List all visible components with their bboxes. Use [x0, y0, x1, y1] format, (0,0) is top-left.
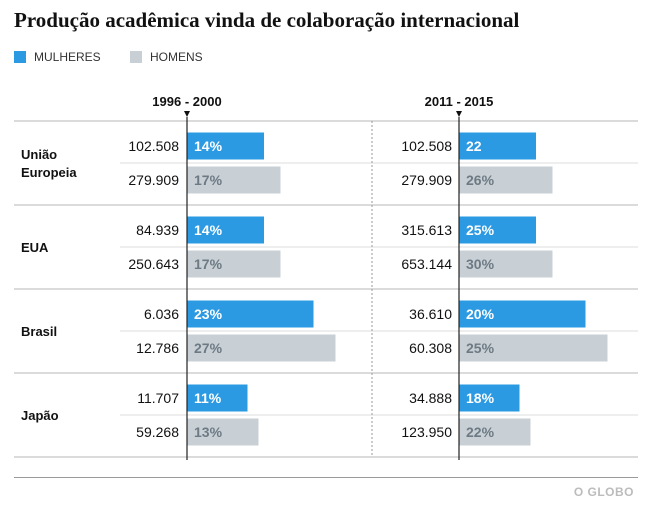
- bar-homens: [459, 250, 553, 278]
- legend-label-mulheres: MULHERES: [34, 50, 101, 64]
- country-label: EUA: [21, 240, 49, 255]
- bar-value-label: 14%: [194, 138, 223, 154]
- period-header-2: 2011 - 2015: [425, 94, 494, 109]
- bar-value-label: 17%: [194, 256, 223, 272]
- count-value: 36.610: [409, 306, 452, 322]
- bar-homens: [459, 166, 553, 194]
- count-value: 11.707: [137, 390, 179, 406]
- bar-value-label: 25%: [466, 340, 495, 356]
- bar-value-label: 25%: [466, 222, 495, 238]
- count-value: 102.508: [401, 138, 452, 154]
- bar-homens: [459, 334, 608, 362]
- bar-value-label: 30%: [466, 256, 495, 272]
- chart-title: Produção acadêmica vinda de colaboração …: [14, 8, 520, 32]
- bar-mulheres: [187, 300, 314, 328]
- bar-value-label: 20%: [466, 306, 495, 322]
- bar-homens: [459, 418, 531, 446]
- count-value: 59.268: [136, 424, 179, 440]
- count-value: 84.939: [136, 222, 179, 238]
- count-value: 279.909: [401, 172, 452, 188]
- bar-value-label: 26%: [466, 172, 495, 188]
- count-value: 279.909: [128, 172, 179, 188]
- count-value: 250.643: [128, 256, 179, 272]
- count-value: 123.950: [401, 424, 452, 440]
- bar-mulheres: [459, 384, 520, 412]
- bar-value-label: 14%: [194, 222, 223, 238]
- bar-mulheres: [459, 132, 536, 160]
- period-arrow-icon-1: [184, 111, 190, 117]
- bar-value-label: 18%: [466, 390, 495, 406]
- bar-value-label: 22: [466, 138, 482, 154]
- bar-value-label: 17%: [194, 172, 223, 188]
- legend-item-mulheres: MULHERES: [14, 50, 101, 64]
- count-value: 6.036: [144, 306, 179, 322]
- legend-swatch-mulheres: [14, 51, 26, 63]
- bar-chart: 1996 - 2000 2011 - 2015 União Europeia 102.5…: [14, 94, 638, 460]
- count-value: 12.786: [136, 340, 179, 356]
- bar-value-label: 27%: [194, 340, 223, 356]
- bar-homens: [187, 250, 281, 278]
- bar-homens: [187, 418, 259, 446]
- country-label: Japão: [21, 408, 59, 423]
- bar-mulheres: [459, 300, 586, 328]
- bar-value-label: 13%: [194, 424, 223, 440]
- bar-mulheres: [187, 384, 248, 412]
- count-value: 653.144: [401, 256, 452, 272]
- brand-logo: O GLOBO: [573, 485, 634, 499]
- bar-mulheres: [187, 132, 264, 160]
- count-value: 315.613: [401, 222, 452, 238]
- count-value: 60.308: [409, 340, 452, 356]
- bar-value-label: 23%: [194, 306, 223, 322]
- country-label: União Europeia: [21, 147, 77, 180]
- country-label: Brasil: [21, 324, 57, 339]
- count-value: 102.508: [128, 138, 179, 154]
- bar-homens: [187, 334, 336, 362]
- legend-label-homens: HOMENS: [150, 50, 203, 64]
- bar-mulheres: [187, 216, 264, 244]
- bar-homens: [187, 166, 281, 194]
- bar-value-label: 11%: [194, 390, 222, 406]
- period-arrow-icon-2: [456, 111, 462, 117]
- bar-mulheres: [459, 216, 536, 244]
- legend-item-homens: HOMENS: [130, 50, 203, 64]
- bar-value-label: 22%: [466, 424, 495, 440]
- count-value: 34.888: [409, 390, 452, 406]
- period-header-1: 1996 - 2000: [152, 94, 221, 109]
- footer-divider: [14, 477, 638, 478]
- legend-swatch-homens: [130, 51, 142, 63]
